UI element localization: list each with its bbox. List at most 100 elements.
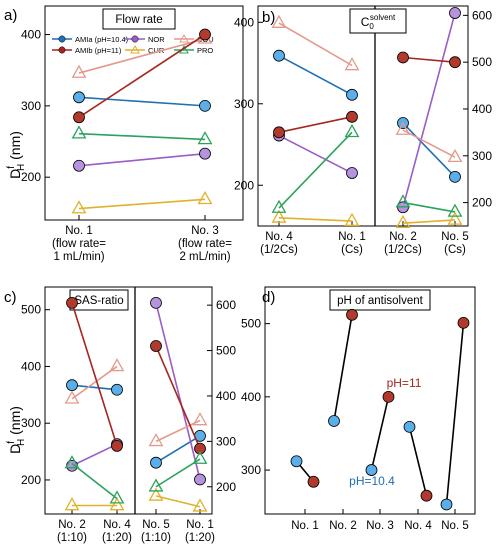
panel-b-right-point-0-1 bbox=[449, 170, 461, 183]
panel-b-right-series-line-1 bbox=[402, 12, 456, 208]
panel-b-right-point-5-0 bbox=[395, 194, 411, 208]
panel-a-letter: a) bbox=[4, 7, 17, 24]
panel-c-ytick-label-right: 400 bbox=[216, 389, 236, 403]
panel-a-point-5-1 bbox=[197, 131, 213, 145]
panel-b-left-point-5-1 bbox=[344, 123, 360, 138]
panel-c-right-series-line-4 bbox=[155, 495, 201, 508]
panel-d-point-phB bbox=[346, 308, 358, 321]
panel-a-point-4-0 bbox=[71, 200, 87, 214]
panel-a-point-1-1 bbox=[199, 147, 211, 160]
panel-b-title: C0solvent bbox=[361, 13, 396, 31]
panel-b-left-series-line-5 bbox=[278, 131, 353, 209]
panel-a-ylabel: DfH (nm) bbox=[6, 131, 27, 179]
panel-b-left-series-line-1 bbox=[278, 134, 353, 174]
panel-c-xtick-label: (1:20) bbox=[185, 532, 215, 544]
panel-d-frame bbox=[264, 286, 476, 515]
panel-c-left-point-4-0 bbox=[64, 497, 80, 511]
panel-c-right-point-0-0 bbox=[150, 456, 162, 469]
panel-c-xtick-label: (1:20) bbox=[102, 532, 132, 544]
panel-c-ytick-label-right: 200 bbox=[216, 480, 236, 494]
panel-c-right-point-2-0 bbox=[148, 433, 164, 447]
panel-a-point-3-0 bbox=[73, 111, 85, 124]
panel-a-series-line-4 bbox=[78, 198, 206, 210]
panel-a-series-line-2 bbox=[78, 38, 206, 74]
panel-c-ytick-label-left: 500 bbox=[21, 303, 41, 317]
panel-a-xtick-label: No. 3 bbox=[191, 225, 219, 237]
panel-d-title-box bbox=[329, 289, 431, 311]
panel-a-title: Flow rate bbox=[115, 14, 162, 26]
panel-d-letter: d) bbox=[262, 289, 275, 306]
panel-b-right-point-2-0 bbox=[395, 121, 411, 135]
panel-b-left-point-3-0 bbox=[273, 126, 285, 139]
legend-label: PRO bbox=[197, 46, 213, 55]
panel-a-xtick-label: (flow rate= bbox=[178, 238, 232, 250]
panel-c-title: SAS-ratio bbox=[74, 295, 123, 307]
legend-marker bbox=[130, 44, 140, 54]
panel-a-ytick-label-left: 300 bbox=[21, 99, 41, 113]
panel-c-left-series-line-0 bbox=[71, 384, 118, 391]
panel-d-point-phB bbox=[307, 475, 320, 488]
legend-marker bbox=[179, 33, 189, 43]
panel-c-left-series-line-3 bbox=[71, 302, 118, 447]
panel-c-left-series-line-1 bbox=[71, 443, 118, 467]
panel-c-left-point-5-1 bbox=[109, 490, 125, 504]
panel-d-point-phB bbox=[420, 489, 433, 502]
panel-c-left-series-line-5 bbox=[71, 462, 118, 500]
panel-a-xtick-label: 1 mL/min) bbox=[53, 251, 104, 263]
panel-c-ytick-label-right: 500 bbox=[216, 344, 236, 358]
panel-b-right-point-3-0 bbox=[397, 51, 409, 64]
panel-c-right-point-4-0 bbox=[148, 487, 164, 501]
panel-a-series-line-3 bbox=[78, 33, 206, 118]
panel-c-ytick-label-right: 600 bbox=[216, 298, 236, 312]
panel-a-point-4-1 bbox=[197, 190, 213, 205]
panel-c-right-series-line-5 bbox=[155, 458, 201, 488]
panel-a-series-line-0 bbox=[78, 96, 206, 107]
panel-b-ytick-label-right: 600 bbox=[472, 8, 492, 22]
panel-b-right-series-line-3 bbox=[402, 56, 456, 63]
panel-b-left-series-line-4 bbox=[278, 217, 353, 222]
panel-d-pair-line bbox=[408, 426, 428, 496]
panel-b-xtick-label: (Cs) bbox=[341, 244, 363, 256]
panel-b-left-point-4-1 bbox=[344, 212, 360, 226]
panel-b-frame bbox=[257, 5, 469, 227]
panel-b-xtick-label: (1/2Cs) bbox=[384, 244, 422, 256]
panel-c-right-point-1-1 bbox=[194, 473, 206, 486]
panel-b-left-point-0-1 bbox=[346, 88, 358, 101]
panel-b-left-point-2-0 bbox=[271, 14, 287, 28]
panel-a-xtick-label: No. 1 bbox=[65, 225, 93, 237]
panel-d-xtick-label: No. 4 bbox=[404, 520, 432, 532]
panel-d-xtick-label: No. 2 bbox=[329, 520, 357, 532]
panel-a-ytick-label-left: 400 bbox=[21, 28, 41, 42]
panel-d-pair-line bbox=[370, 396, 390, 471]
panel-b-xtick-label: No. 2 bbox=[389, 231, 417, 243]
panel-a-xtick-label: (flow rate= bbox=[52, 238, 106, 250]
panel-b-letter: b) bbox=[262, 9, 275, 26]
panel-d-point-phA bbox=[440, 498, 453, 511]
panel-d-xtick-label: No. 1 bbox=[291, 520, 319, 532]
legend-label: NOR bbox=[148, 35, 165, 44]
panel-d-ytick-label: 300 bbox=[241, 463, 261, 477]
panel-b-right-point-4-0 bbox=[395, 214, 411, 229]
panel-a-point-3-1 bbox=[199, 28, 211, 41]
panel-d-annotation-ph11: pH=11 bbox=[387, 376, 422, 390]
panel-b-xtick-label: No. 5 bbox=[441, 231, 469, 243]
panel-b-right-point-3-1 bbox=[449, 56, 461, 69]
panel-b-xtick-label: (Cs) bbox=[444, 244, 466, 256]
panel-b-ytick-label-right: 400 bbox=[472, 102, 492, 116]
panel-d-point-phA bbox=[328, 415, 340, 427]
panel-c-right-point-3-0 bbox=[150, 340, 162, 352]
panel-a-ytick-label-left: 200 bbox=[21, 170, 41, 184]
panel-b-left-series-line-0 bbox=[278, 54, 353, 96]
panel-b-ytick-label-left: 200 bbox=[234, 178, 254, 192]
panel-d-point-phA bbox=[365, 464, 378, 476]
panel-a-point-5-0 bbox=[71, 125, 87, 139]
panel-b-title-box bbox=[349, 8, 407, 34]
panel-b-right-point-2-1 bbox=[447, 148, 463, 163]
panel-c-left-series-line-2 bbox=[71, 365, 118, 400]
panel-b-left-point-2-1 bbox=[344, 57, 360, 71]
legend-label: AMIa (pH=10.4) bbox=[75, 35, 129, 44]
panel-c-left-point-5-0 bbox=[64, 455, 80, 469]
panel-c-right-series-line-0 bbox=[155, 435, 201, 464]
panel-d-ytick-label: 400 bbox=[241, 390, 261, 404]
